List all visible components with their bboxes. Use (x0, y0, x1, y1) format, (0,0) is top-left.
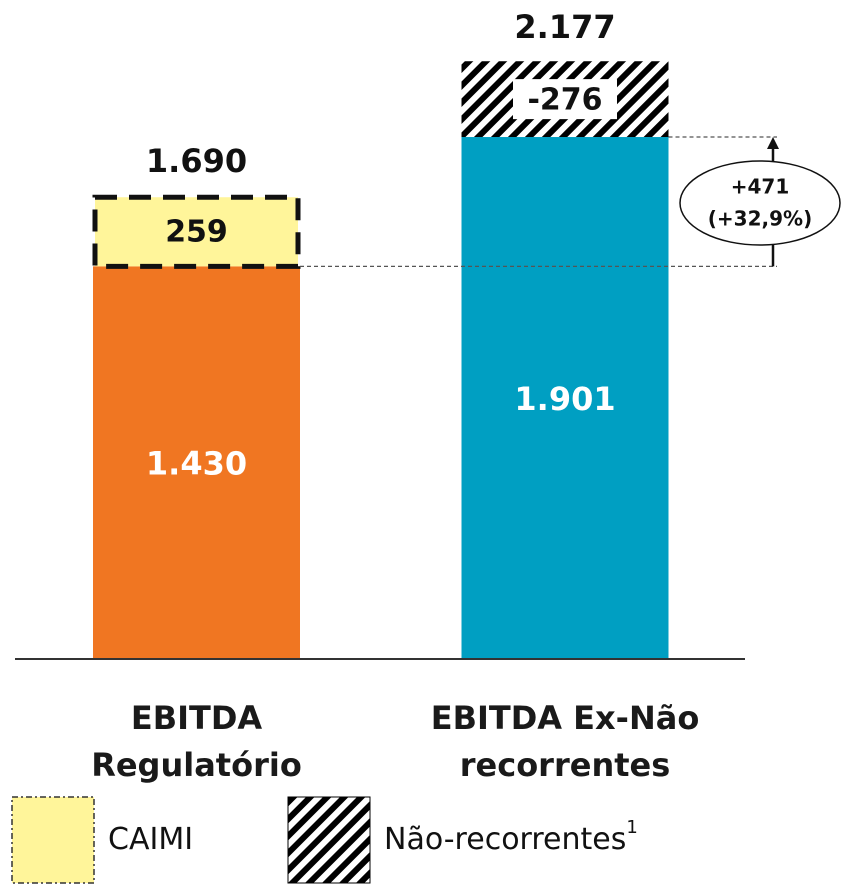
arrow-head (767, 137, 779, 150)
annotation-bubble (679, 160, 841, 246)
bar-value-label: 1.901 (514, 380, 615, 418)
legend-name: CAIMI (108, 822, 193, 857)
category-label: EBITDA Ex-Não recorrentes (430, 699, 700, 784)
footnote-marker: 1 (626, 817, 637, 838)
bar (461, 137, 669, 659)
legend-swatch (11, 796, 95, 884)
segment-label-bg (513, 79, 617, 120)
annotation-text: +471 (731, 175, 790, 199)
caimi-segment (92, 194, 301, 269)
total-label: 2.177 (514, 8, 615, 46)
legend-label: CAIMI (108, 822, 193, 857)
bar (93, 266, 300, 659)
legend-label: Não-recorrentes1 (384, 817, 638, 857)
legend-name: Não-recorrentes (384, 822, 626, 857)
category-label: EBITDA Regulatório (91, 699, 302, 784)
legend-swatch (287, 796, 371, 884)
segment-label: 259 (165, 214, 228, 249)
total-label: 1.690 (146, 142, 247, 180)
bar-value-label: 1.430 (146, 445, 247, 483)
annotation-text: (+32,9%) (708, 207, 812, 231)
segment-label: -276 (527, 83, 602, 118)
